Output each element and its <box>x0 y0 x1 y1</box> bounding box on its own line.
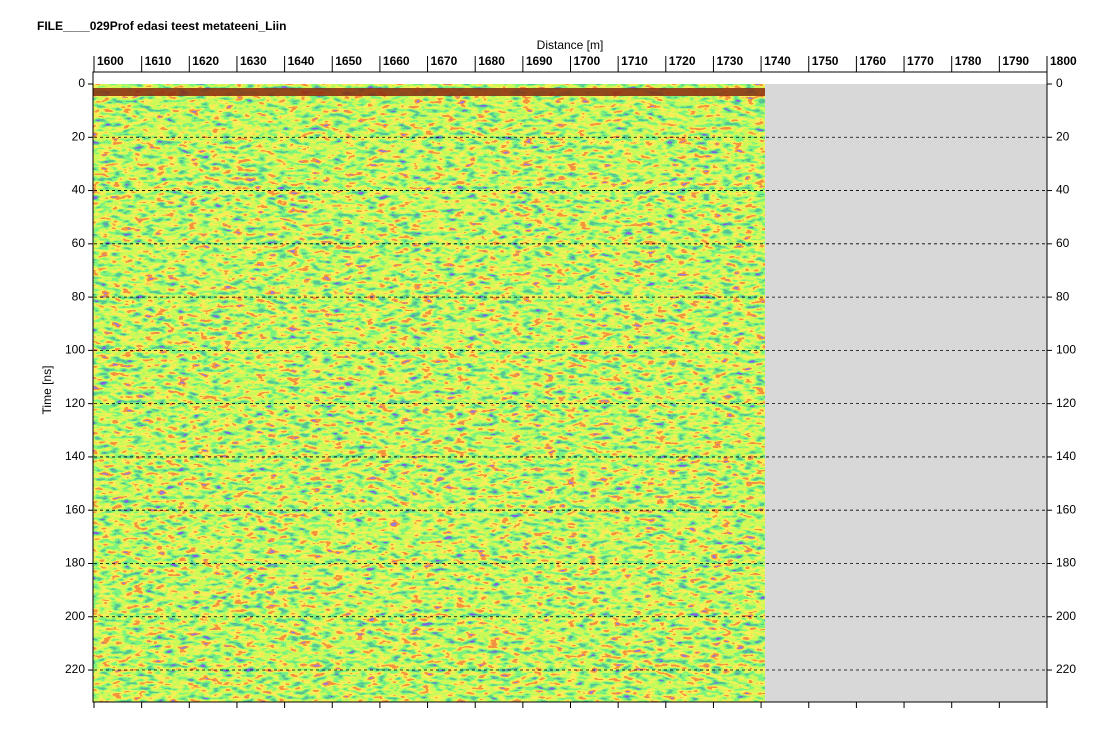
x-tick-label: 1700 <box>574 54 601 68</box>
y-tick-label-left: 200 <box>65 609 85 623</box>
y-tick-label-left: 60 <box>72 236 86 250</box>
y-tick-label-left: 100 <box>65 343 85 357</box>
y-tick-label-left: 80 <box>72 289 86 303</box>
x-tick-label: 1640 <box>288 54 315 68</box>
chart-title: FILE____029Prof edasi teest metateeni_Li… <box>37 19 286 33</box>
x-tick-label: 1720 <box>669 54 696 68</box>
y-tick-label-left: 20 <box>72 129 86 143</box>
x-axis-label: Distance [m] <box>537 38 604 52</box>
x-tick-label: 1780 <box>955 54 982 68</box>
x-tick-label: 1740 <box>764 54 791 68</box>
y-tick-label-left: 40 <box>72 183 86 197</box>
y-tick-label-left: 120 <box>65 396 85 410</box>
y-tick-label-right: 20 <box>1056 129 1070 143</box>
x-tick-label: 1660 <box>383 54 410 68</box>
y-tick-label-right: 200 <box>1056 609 1076 623</box>
x-tick-label: 1750 <box>812 54 839 68</box>
y-tick-label-right: 0 <box>1056 76 1063 90</box>
x-tick-label: 1670 <box>431 54 458 68</box>
x-tick-label: 1650 <box>335 54 362 68</box>
surface-reflection <box>93 88 765 96</box>
x-tick-label: 1630 <box>240 54 267 68</box>
x-tick-label: 1790 <box>1002 54 1029 68</box>
y-tick-label-right: 180 <box>1056 556 1076 570</box>
x-tick-label: 1730 <box>716 54 743 68</box>
y-tick-label-left: 160 <box>65 502 85 516</box>
y-tick-label-left: 0 <box>78 76 85 90</box>
x-tick-label: 1620 <box>192 54 219 68</box>
radargram-image <box>93 84 765 702</box>
y-tick-label-right: 100 <box>1056 343 1076 357</box>
y-tick-label-right: 160 <box>1056 502 1076 516</box>
y-tick-label-right: 220 <box>1056 662 1076 676</box>
y-tick-label-right: 60 <box>1056 236 1070 250</box>
y-tick-label-right: 120 <box>1056 396 1076 410</box>
x-tick-label: 1800 <box>1050 54 1077 68</box>
axes: 1600 1610 1620 1630 1640 1650 1660 1670 1680 1690… <box>65 54 1077 708</box>
x-tick-label: 1600 <box>97 54 124 68</box>
y-tick-label-left: 140 <box>65 449 85 463</box>
y-tick-label-right: 40 <box>1056 183 1070 197</box>
x-tick-label: 1680 <box>478 54 505 68</box>
y-tick-label-left: 180 <box>65 556 85 570</box>
y-tick-label-left: 220 <box>65 662 85 676</box>
y-axis-label: Time [ns] <box>40 366 54 415</box>
y-tick-label-right: 140 <box>1056 449 1076 463</box>
frame <box>92 71 1048 703</box>
x-tick-label: 1610 <box>145 54 172 68</box>
y-tick-label-right: 80 <box>1056 289 1070 303</box>
x-tick-label: 1710 <box>621 54 648 68</box>
x-tick-label: 1760 <box>859 54 886 68</box>
x-tick-label: 1770 <box>907 54 934 68</box>
x-tick-label: 1690 <box>526 54 553 68</box>
